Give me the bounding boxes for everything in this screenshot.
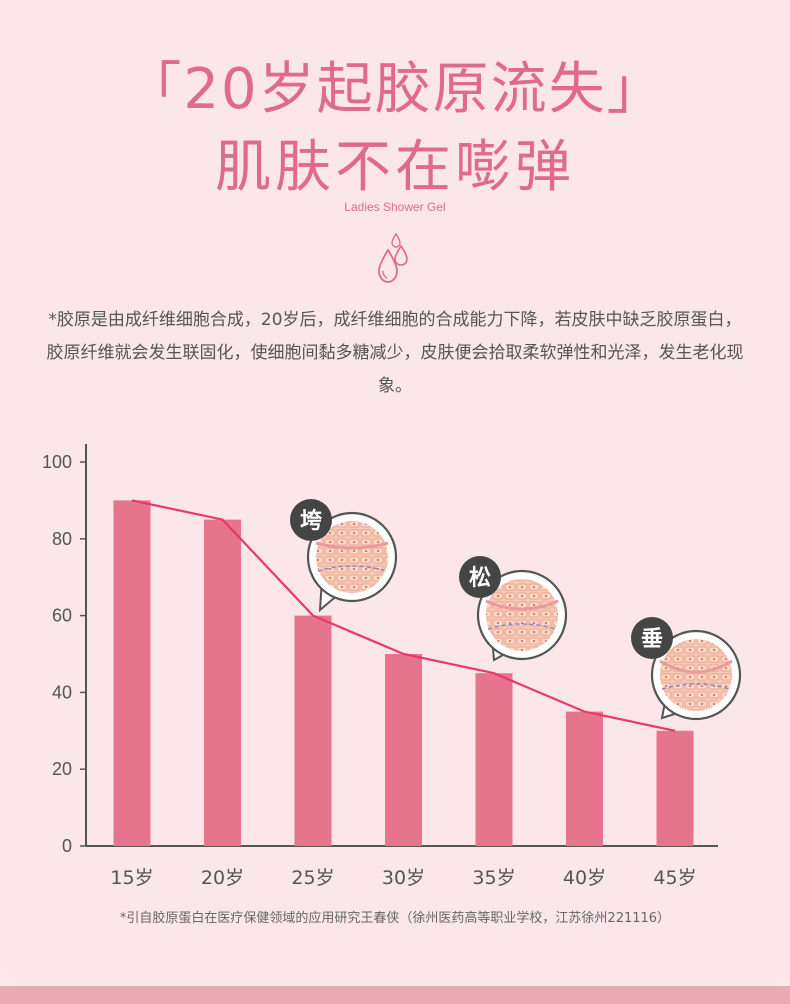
bar [113, 500, 151, 846]
water-drops-icon [378, 232, 408, 283]
skin-callouts: 垮松垂 [290, 499, 742, 721]
callout-badge [459, 556, 501, 598]
skin-cells-icon [316, 521, 388, 593]
bar [294, 615, 332, 846]
bar [656, 730, 694, 846]
subtitle: Ladies Shower Gel [344, 200, 446, 214]
skin-cells-icon [486, 579, 558, 651]
footnote: *引自胶原蛋白在医疗保健领域的应用研究王春侠（徐州医药高等职业学校，江苏徐州22… [119, 911, 671, 926]
callout-badge-label: 垮 [300, 508, 322, 534]
skin-callout: 垂 [631, 617, 742, 721]
x-tick-label: 30岁 [382, 867, 425, 889]
x-tick-labels: 15岁 20岁 25岁 30岁 35岁 40岁 45岁 [110, 867, 696, 889]
x-tick-label: 45岁 [653, 867, 696, 889]
collagen-chart: 0 20 40 60 80 100 垮松垂 15岁 20岁 25岁 30岁 35岁 40岁 45岁 [42, 444, 742, 889]
trend-line-path [131, 499, 676, 732]
y-tick-label: 40 [52, 682, 72, 702]
description-text: *胶原是由成纤维细胞合成，20岁后，成纤维细胞的合成能力下降，若皮肤中缺乏胶原蛋… [46, 310, 744, 396]
title-line-2: 肌肤不在嘭弹 [215, 135, 575, 200]
skin-callout: 垮 [290, 499, 398, 613]
y-tick-label: 20 [52, 759, 72, 779]
title-line-1: 「20岁起胶原流失」 [125, 57, 665, 122]
callout-badge [631, 617, 673, 659]
skin-surface-line [315, 541, 389, 550]
callout-badge [290, 499, 332, 541]
bar [566, 711, 603, 846]
y-tick-label: 0 [62, 836, 72, 856]
trend-line [131, 499, 676, 732]
x-tick-label: 15岁 [110, 867, 153, 889]
x-tick-label: 35岁 [472, 867, 515, 889]
skin-surface-line [485, 599, 559, 611]
callout-badge-label: 垂 [641, 627, 663, 652]
y-tick-label: 60 [52, 606, 72, 626]
callout-badge-label: 松 [469, 566, 491, 591]
skin-surface-line [659, 659, 733, 674]
x-tick-label: 40岁 [563, 867, 606, 889]
bottom-band [0, 986, 790, 1004]
skin-callout: 松 [459, 556, 568, 662]
bar [475, 673, 513, 846]
y-tick-label: 80 [52, 529, 72, 549]
skin-cells-icon [660, 639, 732, 711]
bar [385, 654, 422, 846]
x-tick-label: 25岁 [291, 867, 334, 889]
bar-series [113, 500, 694, 846]
y-tick-label: 100 [42, 452, 72, 472]
bar [204, 519, 241, 846]
x-tick-label: 20岁 [201, 867, 244, 889]
